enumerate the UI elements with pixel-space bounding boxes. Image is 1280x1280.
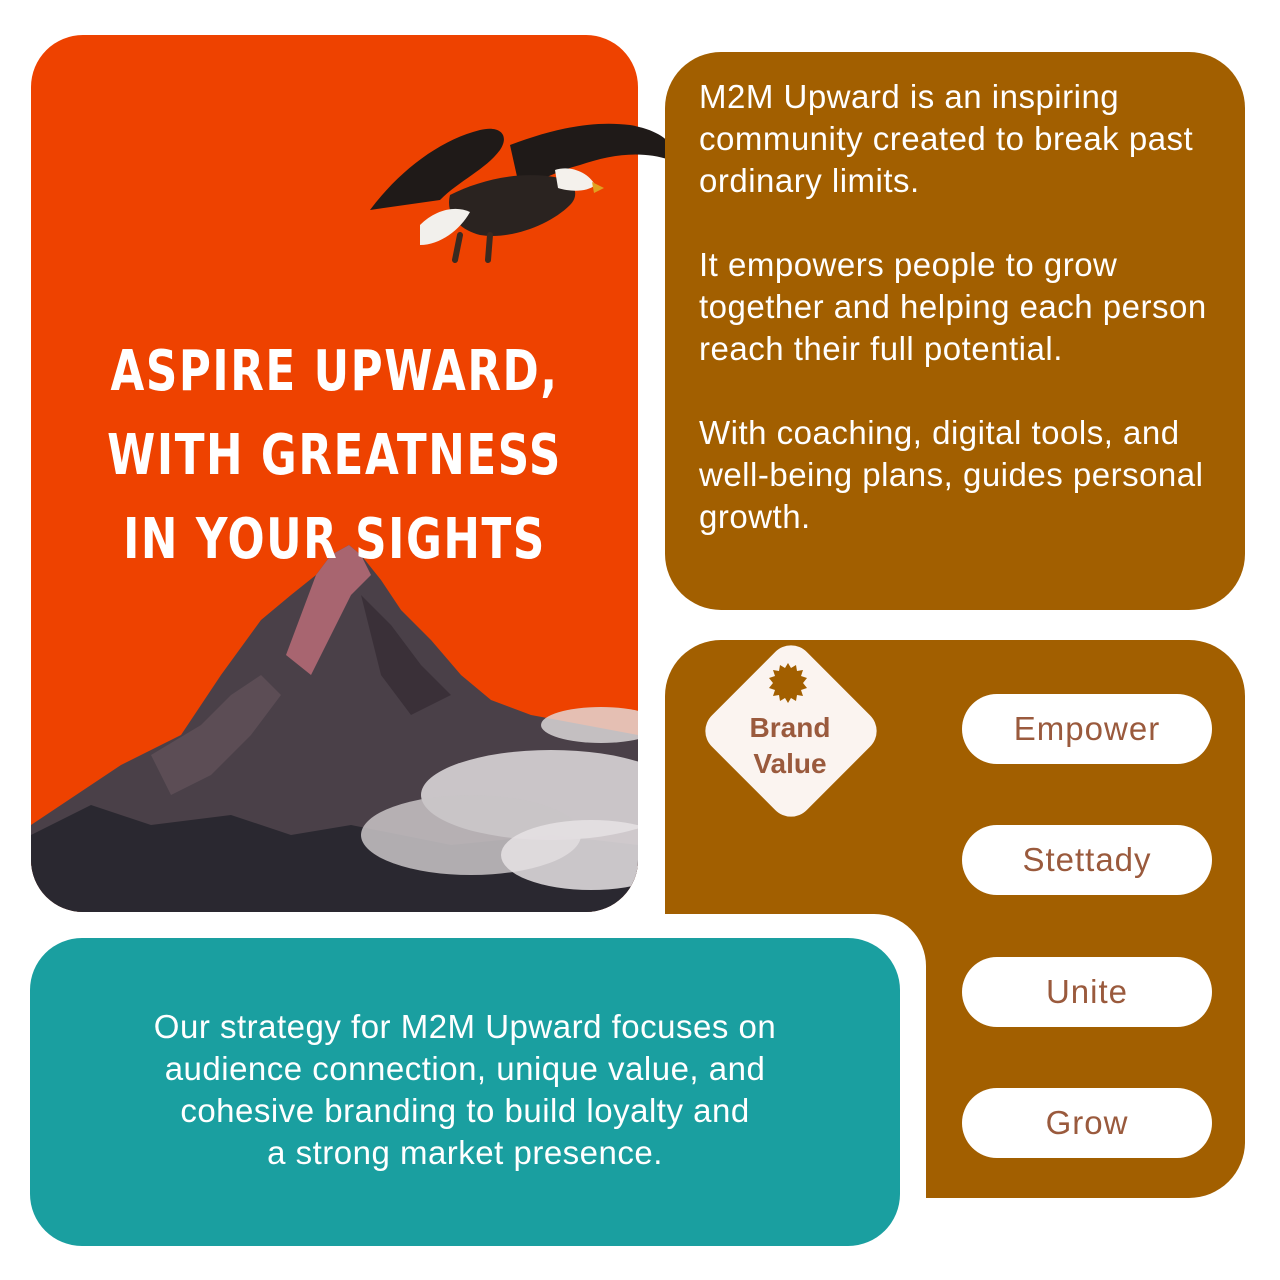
value-pill-stettady: Stettady: [962, 825, 1212, 895]
hero-headline: ASPIRE UPWARD, WITH GREATNESS IN YOUR SI…: [98, 330, 571, 582]
strategy-card: Our strategy for M2M Upward focuses on a…: [30, 938, 900, 1246]
value-pill-unite: Unite: [962, 957, 1212, 1027]
brand-value-label: Brand Value: [727, 710, 853, 782]
strategy-line: audience connection, unique value, and: [164, 1050, 766, 1087]
seal-icon: [769, 663, 807, 703]
about-card: M2M Upward is an inspiring community cre…: [665, 52, 1245, 610]
eagle-icon: [370, 123, 673, 263]
about-paragraph: It empowers people to grow together and …: [699, 246, 1207, 367]
value-pill-empower: Empower: [962, 694, 1212, 764]
strategy-line: cohesive branding to build loyalty and: [180, 1092, 750, 1129]
strategy-line: Our strategy for M2M Upward focuses on: [153, 1008, 777, 1045]
value-pill-grow: Grow: [962, 1088, 1212, 1158]
strategy-line: a strong market presence.: [267, 1134, 663, 1171]
headline-line: ASPIRE UPWARD,: [110, 339, 559, 404]
headline-line: IN YOUR SIGHTS: [123, 507, 546, 572]
badge-line: Value: [753, 748, 827, 779]
about-paragraph: M2M Upward is an inspiring community cre…: [699, 78, 1194, 199]
hero-illustration: [31, 545, 638, 912]
strategy-text: Our strategy for M2M Upward focuses on a…: [30, 1006, 900, 1174]
about-paragraph: With coaching, digital tools, and well-b…: [699, 414, 1204, 535]
badge-line: Brand: [749, 712, 831, 743]
headline-line: WITH GREATNESS: [107, 423, 562, 488]
cloud: [361, 707, 638, 890]
